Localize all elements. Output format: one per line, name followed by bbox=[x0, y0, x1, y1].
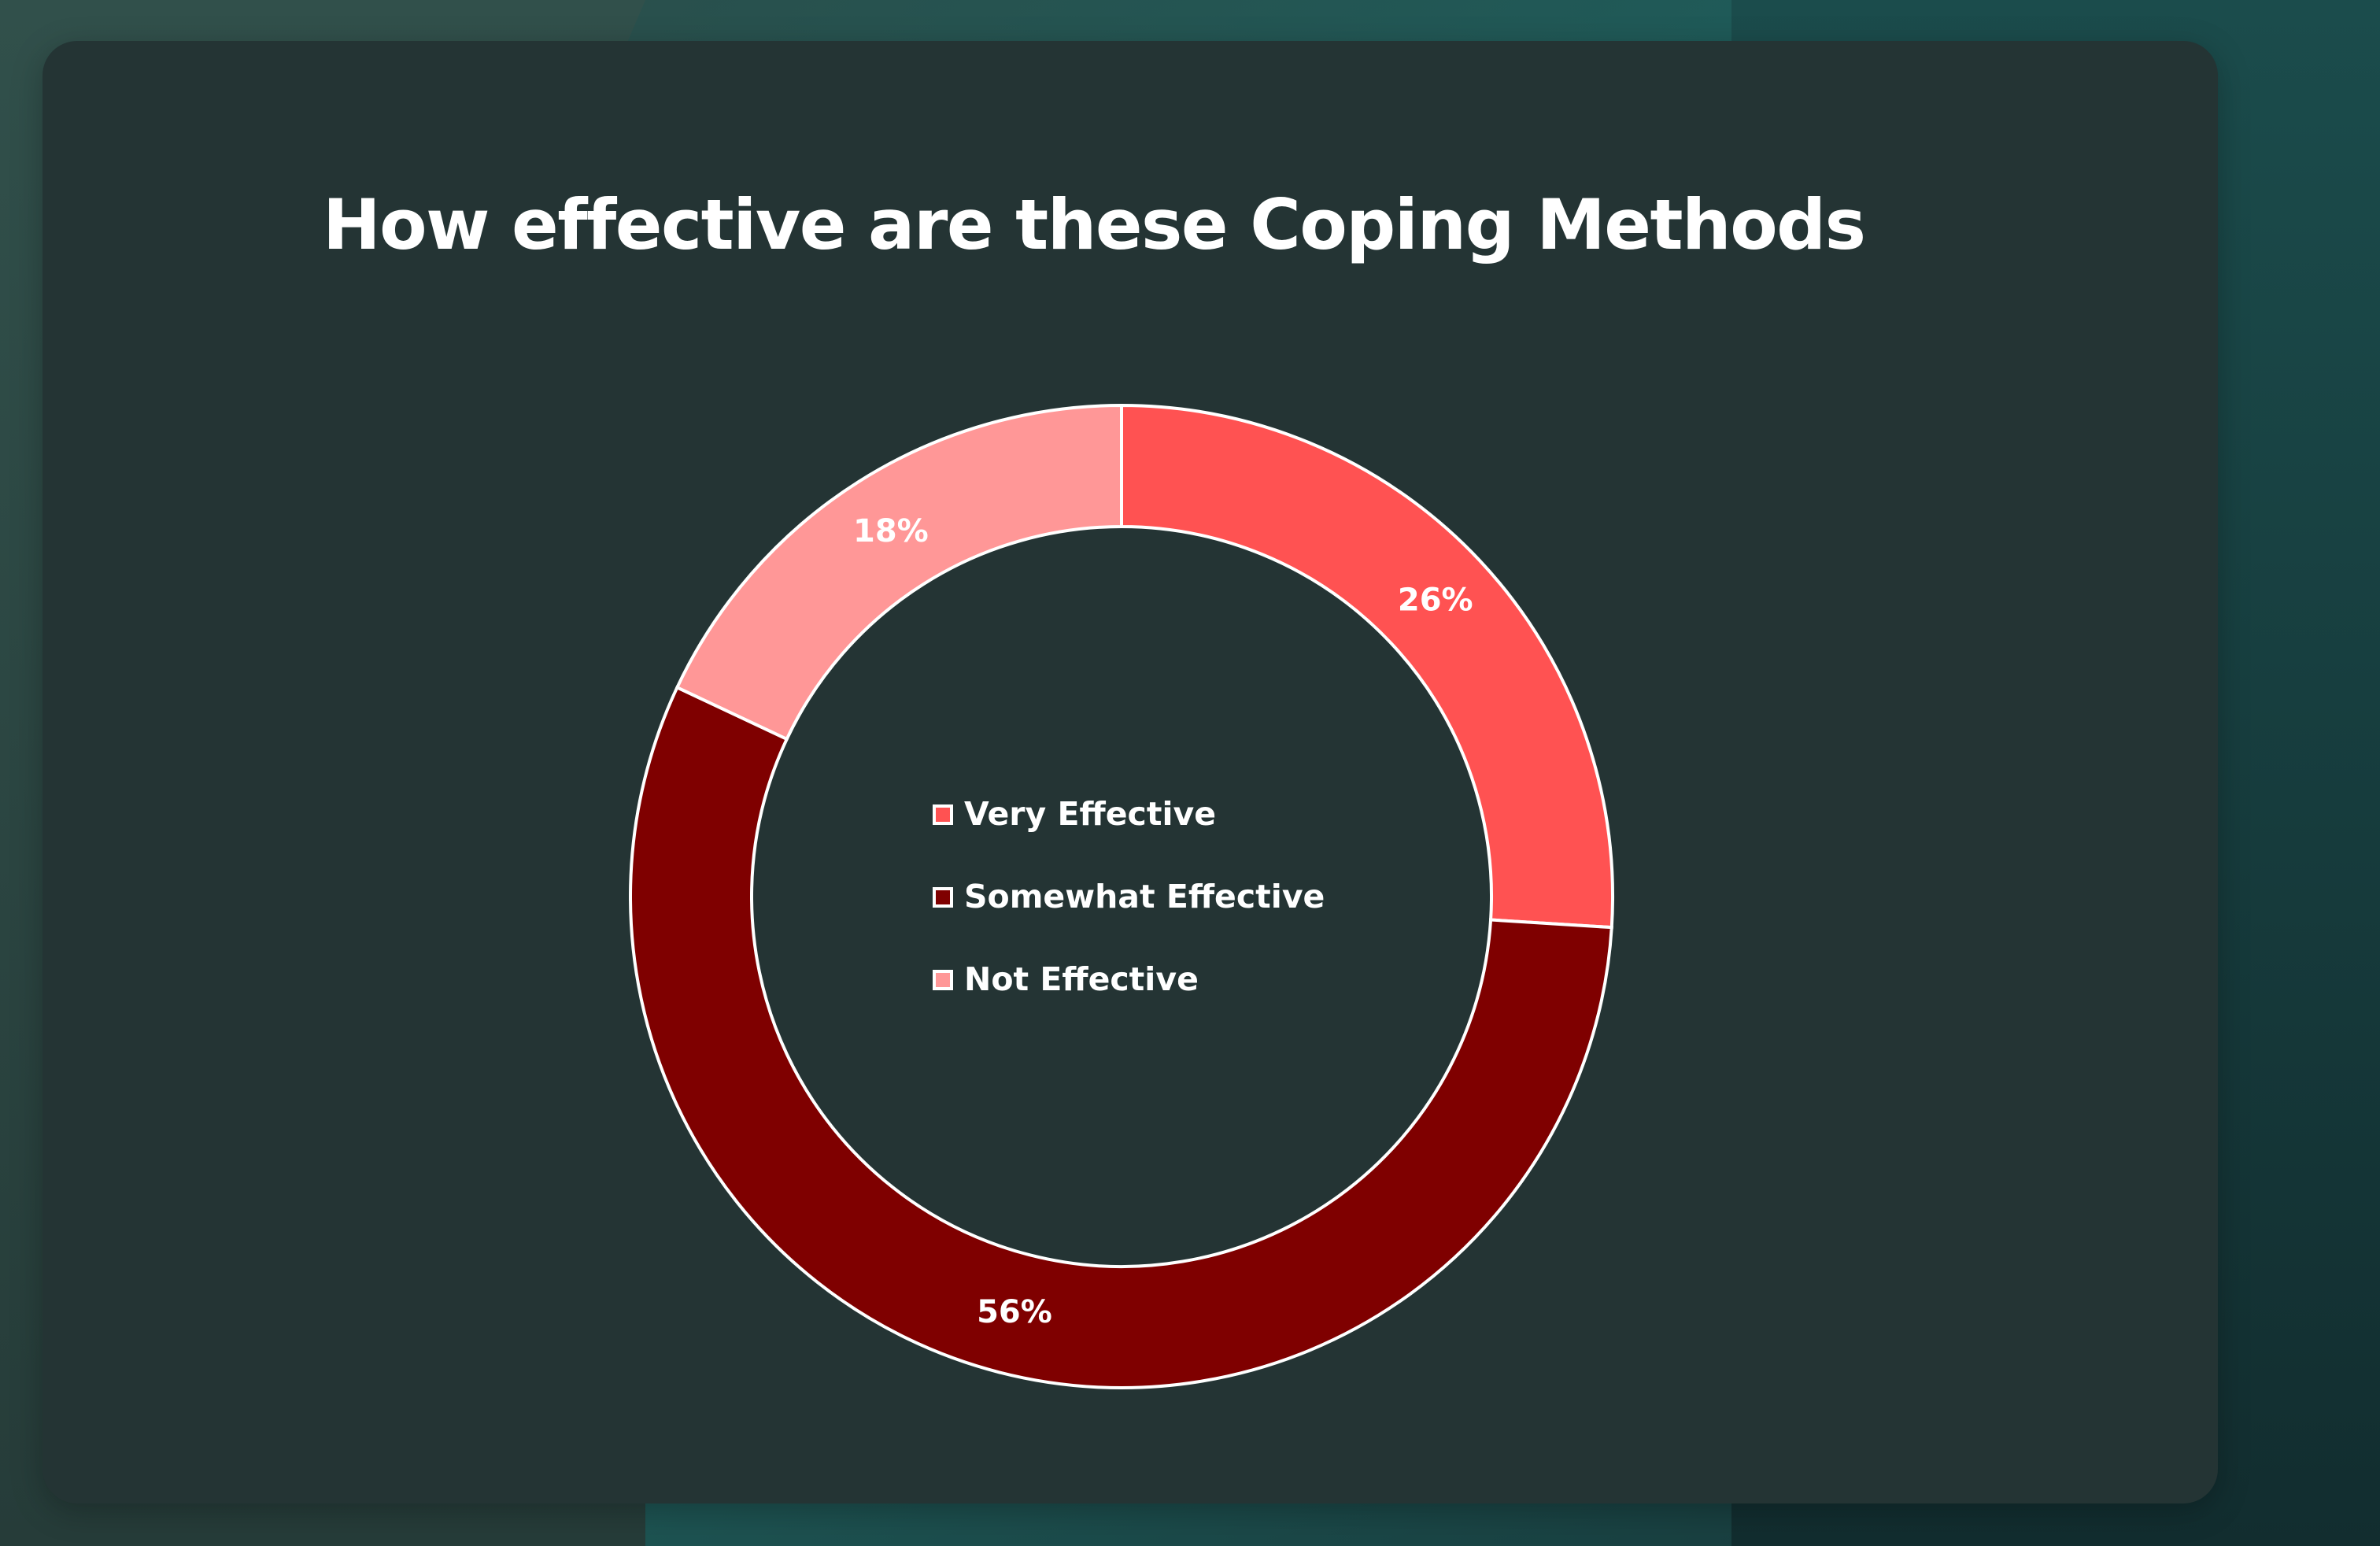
slice-label-very-effective: 26% bbox=[1398, 583, 1473, 619]
slice-label-not-effective: 18% bbox=[853, 513, 929, 549]
legend-label-somewhat-effective: Somewhat Effective bbox=[964, 878, 1325, 915]
legend-label-very-effective: Very Effective bbox=[964, 795, 1216, 833]
legend-item-not-effective: Not Effective bbox=[933, 960, 1199, 998]
chart-legend: Very Effective Somewhat Effective Not Effe… bbox=[933, 795, 1325, 998]
legend-swatch-very-effective bbox=[933, 804, 953, 825]
legend-item-very-effective: Very Effective bbox=[933, 795, 1216, 833]
chart-card: How effective are these Coping Methods 2… bbox=[42, 41, 2218, 1503]
donut-chart: 26% 56% 18% Very Effective Somewhat Effecti… bbox=[629, 403, 1614, 1389]
legend-label-not-effective: Not Effective bbox=[964, 960, 1199, 998]
slice-label-somewhat-effective: 56% bbox=[977, 1294, 1052, 1330]
legend-swatch-somewhat-effective bbox=[933, 887, 953, 908]
legend-swatch-not-effective bbox=[933, 970, 953, 990]
slice-labels: 26% 56% 18% bbox=[853, 513, 1473, 1330]
chart-title: How effective are these Coping Methods bbox=[323, 184, 1866, 265]
slice-somewhat-effective bbox=[629, 685, 1613, 1389]
legend-item-somewhat-effective: Somewhat Effective bbox=[933, 878, 1325, 915]
slice-very-effective bbox=[1120, 403, 1614, 930]
donut-slices bbox=[629, 403, 1614, 1389]
slice-not-effective bbox=[674, 403, 1123, 742]
